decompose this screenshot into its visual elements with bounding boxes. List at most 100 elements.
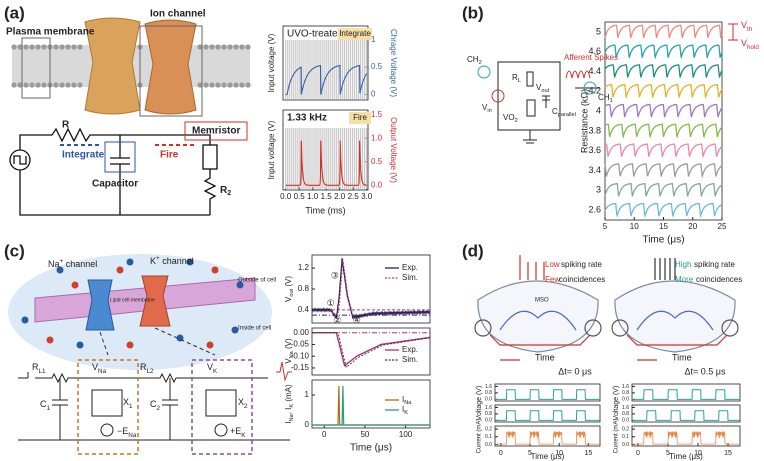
x-tick-label: 15 (659, 222, 668, 231)
x-tick-label: 10 (555, 450, 563, 457)
ion (206, 341, 214, 349)
label: RL2 (140, 362, 154, 375)
label: High (675, 260, 691, 269)
label: coincidences (559, 275, 605, 284)
label: Output Voltage (V) (389, 117, 398, 183)
text-part: 1 (610, 98, 613, 104)
y-tick-label: 1.6 (485, 384, 492, 390)
trace (632, 431, 740, 445)
x-tick-label: 15 (584, 450, 592, 457)
y-tick-label: 0 (305, 420, 310, 429)
trace (604, 44, 723, 60)
text-part: 1 (129, 403, 133, 410)
text-part: 2 (157, 405, 161, 412)
text-part: + (60, 258, 64, 265)
lipid (77, 82, 83, 88)
lipid (53, 44, 59, 50)
pointer (99, 327, 216, 356)
label: Input voltage (V) (267, 120, 276, 179)
lipid (203, 82, 209, 88)
lipid (197, 44, 203, 50)
text-part: Na (289, 413, 295, 421)
lipid (29, 82, 35, 88)
k-box (191, 359, 253, 455)
text-part: Na (128, 432, 137, 439)
y-tick-label: 0.4 (298, 305, 310, 314)
text-part: 2 (479, 60, 482, 66)
ion (116, 266, 124, 274)
text-part: I (284, 421, 293, 423)
y-tick-label: 1.6 (622, 405, 629, 411)
x-tick-label: 0.5 (294, 192, 306, 201)
ion (56, 266, 64, 274)
label: Low (545, 260, 560, 269)
vth-bracket (728, 23, 738, 41)
y-tick-label: 0.00 (293, 328, 309, 337)
label: Integrate (62, 150, 105, 161)
label: ④ (353, 315, 361, 325)
text-part: Na (48, 259, 60, 269)
label: Plasma membrane (6, 27, 95, 38)
lipid (71, 82, 77, 88)
lipid (41, 44, 47, 50)
text-part: R (512, 73, 518, 82)
x-tick-label: 2.5 (348, 192, 360, 201)
y-tick-label: -0.10 (291, 351, 310, 360)
trace (604, 163, 723, 179)
y-tick-label: 4.4 (588, 66, 601, 76)
text-part: K (289, 404, 295, 408)
label: Na+ channel (48, 258, 97, 269)
text-part: hold (747, 44, 759, 51)
trace (285, 64, 368, 96)
na-channel (85, 279, 115, 331)
y-tick-label: 0.1 (622, 434, 629, 440)
y-tick-label: 0.8 (622, 411, 629, 417)
memristor-box (184, 121, 248, 141)
y-tick-label: 3.6 (588, 145, 601, 155)
lipid (239, 44, 245, 50)
label: Vout (536, 83, 550, 94)
ion (186, 258, 194, 266)
text-part: V (741, 20, 747, 30)
text-part: Na (404, 400, 412, 406)
axes-frame (311, 327, 431, 376)
label: Ion channel (150, 9, 206, 20)
lipid (245, 82, 251, 88)
text-part: C (150, 399, 157, 409)
y-tick-label: 0.5 (371, 157, 383, 166)
brainstem (474, 255, 739, 361)
trace (312, 385, 430, 426)
y-tick-label: 1.0 (371, 133, 383, 142)
ion (21, 316, 29, 324)
lipid (59, 82, 65, 88)
x-tick-label: 10 (630, 222, 639, 231)
label: spiking rate (694, 260, 735, 269)
text-part: Na (98, 368, 107, 375)
ion (126, 341, 134, 349)
y-tick-label: 0.2 (485, 426, 492, 432)
label: Time (μs) (350, 443, 392, 454)
text-part: + (156, 255, 160, 262)
label: Few (545, 275, 560, 284)
label: C1 (40, 399, 51, 412)
lipid (41, 82, 47, 88)
trace (312, 332, 431, 367)
label: Current (mA) (477, 419, 483, 454)
legend-label: IK (402, 405, 408, 416)
trace (604, 123, 723, 139)
text-part: out (289, 288, 295, 296)
label: Fire (353, 113, 367, 122)
y-tick-label: 0.0 (622, 418, 629, 424)
y-tick-label: 0 (371, 90, 376, 99)
y-tick-label: -0.05 (291, 340, 310, 349)
lipid (245, 44, 251, 50)
label: (b) (462, 3, 484, 22)
text-part: V (284, 296, 293, 302)
text-part: R (220, 185, 228, 196)
y-tick-label: 0.8 (622, 390, 629, 396)
label: Current (mA) (614, 419, 620, 454)
lipid (221, 82, 227, 88)
y-tick-label: 0.5 (371, 62, 383, 71)
x-tick-label: 2.0 (334, 192, 346, 201)
